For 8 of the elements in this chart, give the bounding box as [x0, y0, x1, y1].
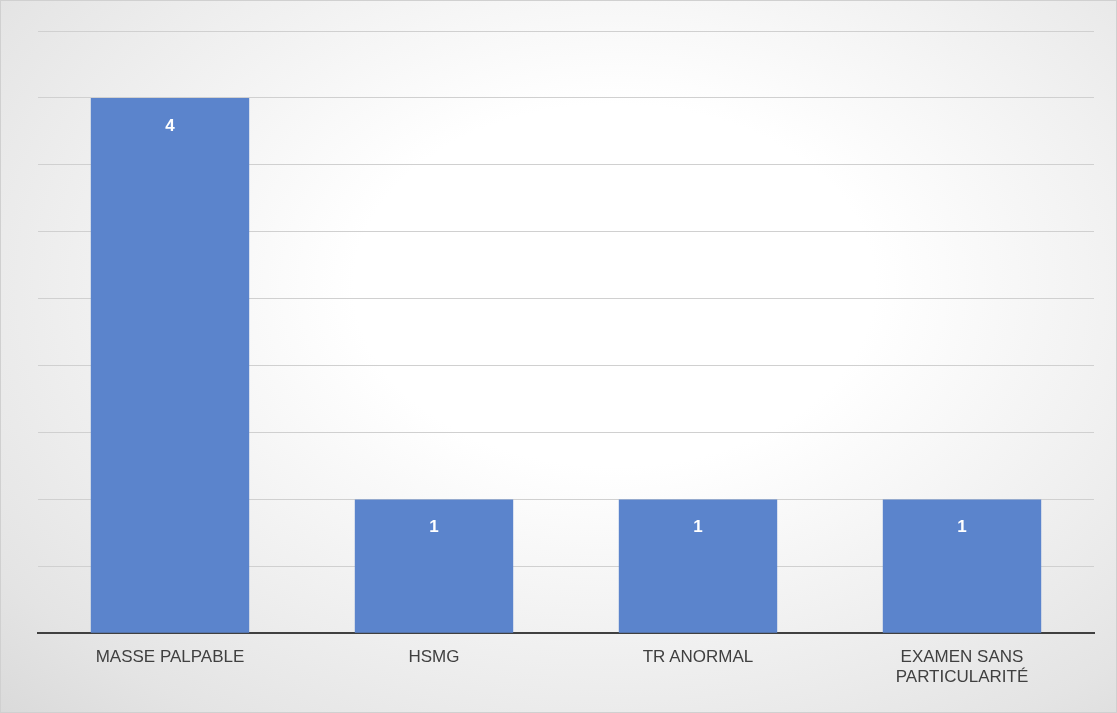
x-tick-label: TR ANORMAL	[642, 647, 754, 667]
data-label: 1	[693, 517, 703, 537]
data-label: 4	[165, 115, 176, 135]
x-tick-label: HSMG	[408, 647, 460, 667]
x-tick-label: MASSE PALPABLE	[95, 647, 245, 667]
data-label: 1	[429, 517, 439, 537]
x-tick-label: EXAMEN SANS PARTICULARITÉ	[895, 647, 1029, 687]
data-label: 1	[957, 517, 967, 537]
